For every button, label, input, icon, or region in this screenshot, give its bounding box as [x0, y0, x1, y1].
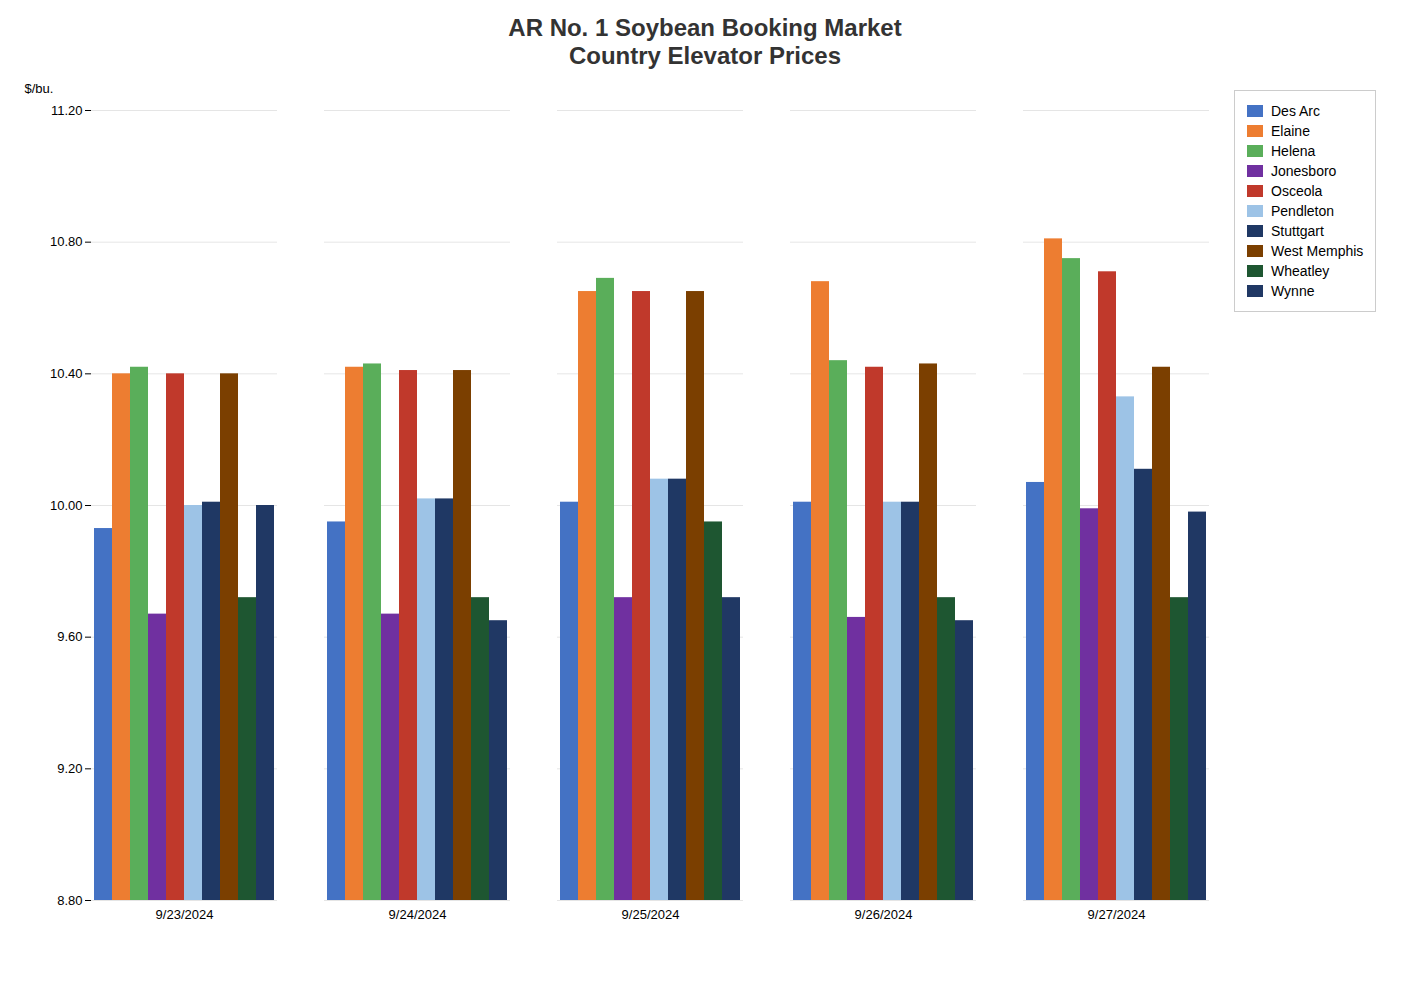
svg-text:9/24/2024: 9/24/2024	[389, 907, 447, 922]
svg-text:9.20: 9.20	[57, 761, 82, 776]
html-text:Wheatley: Wheatley	[1271, 263, 1330, 279]
svg-text:10.40: 10.40	[50, 366, 83, 381]
svg-text:9.60: 9.60	[57, 629, 82, 644]
svg-text:10.80: 10.80	[50, 234, 83, 249]
html-text:Osceola: Osceola	[1271, 183, 1323, 199]
html-text:Elaine: Elaine	[1271, 123, 1310, 139]
html-text:Jonesboro: Jonesboro	[1271, 163, 1337, 179]
svg-text:9/26/2024: 9/26/2024	[855, 907, 913, 922]
html-text:Pendleton: Pendleton	[1271, 203, 1335, 219]
svg-text:8.80: 8.80	[57, 893, 82, 908]
svg-text:9/27/2024: 9/27/2024	[1088, 907, 1146, 922]
html-text:AR No. 1 Soybean Booking Marke: AR No. 1 Soybean Booking Market Country …	[508, 14, 902, 69]
html-text:Des Arc: Des Arc	[1271, 103, 1320, 119]
html-text:West Memphis: West Memphis	[1271, 243, 1364, 259]
html-text:Stuttgart: Stuttgart	[1271, 223, 1324, 239]
html-text:Helena: Helena	[1271, 143, 1316, 159]
svg-text:9/23/2024: 9/23/2024	[156, 907, 214, 922]
svg-text:$/bu.: $/bu.	[25, 81, 54, 96]
svg-text:11.20: 11.20	[51, 103, 83, 118]
svg-text:9/25/2024: 9/25/2024	[622, 907, 680, 922]
html-text:Wynne: Wynne	[1271, 283, 1315, 299]
svg-text:10.00: 10.00	[50, 498, 83, 513]
